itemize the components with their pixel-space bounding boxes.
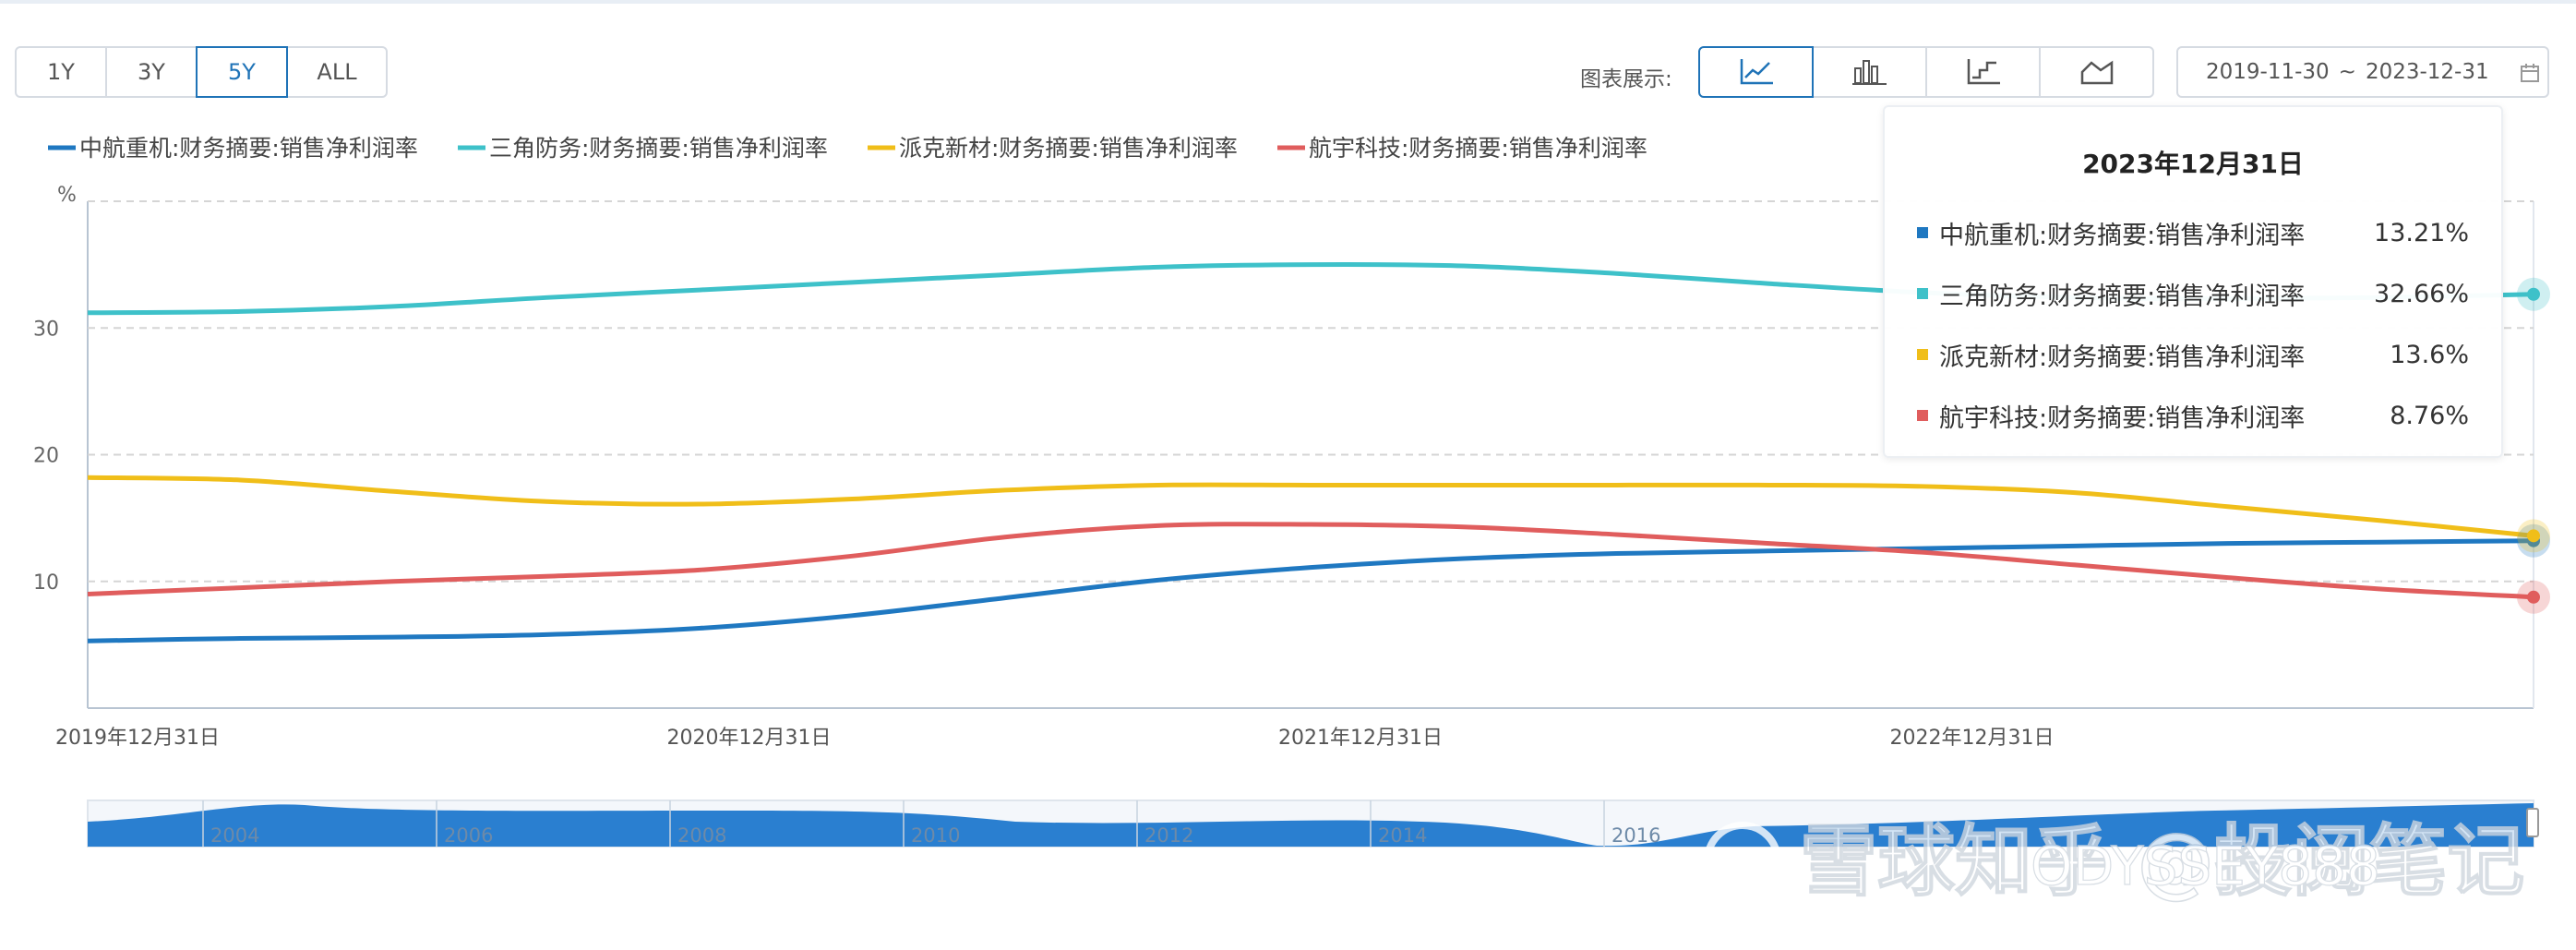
line-chart-icon (1740, 59, 1773, 85)
watermark-logo-icon (1704, 822, 1781, 899)
calendar-icon (2521, 64, 2539, 82)
navigator-handle[interactable] (2526, 808, 2539, 837)
legend-item[interactable]: 三角防务:财务摘要:销售净利润率 (458, 135, 828, 162)
x-tick-label: 2021年12月31日 (1278, 727, 1443, 750)
y-tick-label: 10 (33, 571, 59, 595)
x-tick-label: 2022年12月31日 (1890, 727, 2055, 750)
legend-item[interactable]: 中航重机:财务摘要:销售净利润率 (48, 135, 418, 162)
tooltip-row: 中航重机:财务摘要:销售净利润率 13.21% (1917, 214, 2469, 251)
x-axis-ticks: 2019年12月31日 2020年12月31日 2021年12月31日 2022年12… (55, 727, 2054, 750)
legend-label: 航宇科技:财务摘要:销售净利润率 (1309, 135, 1647, 162)
range-button-1y[interactable]: 1Y (15, 46, 107, 98)
navigator-year-label: 2016 (1611, 824, 1660, 847)
range-button-5y[interactable]: 5Y (196, 46, 288, 98)
range-navigator[interactable]: 2004 2006 2008 2010 2012 2014 2016 (87, 800, 2539, 848)
watermark-text: 雪球知乎 @投阅笔记 (1800, 816, 2524, 907)
navigator-year-label: 2010 (911, 824, 960, 847)
tooltip-series-name: 派克新材:财务摘要:销售净利润率 (1939, 343, 2306, 372)
chart-type-label: 图表展示: (1580, 67, 1672, 91)
navigator-area (88, 803, 2534, 847)
navigator-year-label: 2014 (1378, 824, 1427, 847)
x-tick-label: 2019年12月31日 (55, 727, 220, 750)
date-separator: ~ (2338, 60, 2356, 84)
tooltip-row: 航宇科技:财务摘要:销售净利润率 8.76% (1917, 397, 2469, 434)
navigator-year-label: 2012 (1144, 824, 1193, 847)
watermark-subtext: ODYSSEY888 (2031, 835, 2380, 897)
bar-chart-button[interactable] (1812, 46, 1927, 98)
data-tooltip: 2023年12月31日 中航重机:财务摘要:销售净利润率 13.21% 三角防务:财… (1883, 105, 2503, 458)
series-end-point (2527, 287, 2540, 301)
tooltip-series-value: 13.21% (2374, 218, 2469, 247)
tooltip-series-value: 8.76% (2390, 401, 2469, 430)
area-chart-button[interactable] (2039, 46, 2154, 98)
navigator-year-label: 2008 (677, 824, 726, 847)
tooltip-title: 2023年12月31日 (2082, 149, 2304, 179)
range-button-all[interactable]: ALL (286, 46, 388, 98)
area-chart-icon (2080, 60, 2113, 85)
y-tick-label: 20 (33, 445, 59, 468)
tooltip-color-marker (1917, 288, 1928, 299)
tooltip-series-name: 三角防务:财务摘要:销售净利润率 (1939, 282, 2306, 311)
legend-item[interactable]: 派克新材:财务摘要:销售净利润率 (868, 135, 1238, 162)
series-end-point (2527, 529, 2540, 543)
date-end: 2023-12-31 (2365, 60, 2489, 84)
tooltip-color-marker (1917, 227, 1928, 238)
date-range-picker[interactable]: 2019-11-30 ~ 2023-12-31 (2176, 46, 2549, 98)
tooltip-series-value: 32.66% (2374, 279, 2469, 308)
top-divider (0, 0, 2576, 4)
legend-item[interactable]: 航宇科技:财务摘要:销售净利润率 (1277, 135, 1647, 162)
navigator-year-label: 2004 (210, 824, 259, 847)
series-line (87, 538, 2534, 643)
legend-label: 中航重机:财务摘要:销售净利润率 (79, 135, 418, 162)
series-end-point (2527, 590, 2540, 604)
time-range-selector: 1Y 3Y 5Y ALL (15, 46, 388, 98)
series-line (87, 475, 2534, 538)
y-tick-label: 30 (33, 318, 59, 341)
legend: 中航重机:财务摘要:销售净利润率 三角防务:财务摘要:销售净利润率 派克新材:财务摘… (48, 135, 1647, 162)
watermark: 雪球知乎 @投阅笔记 ODYSSEY888 (1704, 815, 2525, 908)
step-chart-button[interactable] (1925, 46, 2041, 98)
series-end-markers (2517, 277, 2550, 614)
line-chart-button[interactable] (1698, 46, 1814, 98)
date-start: 2019-11-30 (2206, 60, 2330, 84)
tooltip-series-name: 中航重机:财务摘要:销售净利润率 (1939, 221, 2306, 250)
tooltip-series-name: 航宇科技:财务摘要:销售净利润率 (1939, 403, 2306, 433)
chart-type-selector (1698, 46, 2154, 98)
tooltip-color-marker (1917, 349, 1928, 360)
tooltip-row: 三角防务:财务摘要:销售净利润率 32.66% (1917, 275, 2469, 312)
tooltip-series-value: 13.6% (2390, 340, 2469, 369)
y-axis-unit: % (57, 184, 77, 207)
bar-chart-icon (1851, 60, 1887, 85)
grid-lines (87, 200, 2534, 709)
series-line (87, 522, 2534, 600)
legend-label: 派克新材:财务摘要:销售净利润率 (899, 135, 1238, 162)
y-axis-ticks: 10 20 30 (33, 318, 59, 595)
step-chart-icon (1967, 59, 2000, 85)
legend-label: 三角防务:财务摘要:销售净利润率 (489, 135, 828, 162)
x-tick-label: 2020年12月31日 (667, 727, 832, 750)
tooltip-color-marker (1917, 410, 1928, 421)
navigator-year-label: 2006 (444, 824, 493, 847)
tooltip-row: 派克新材:财务摘要:销售净利润率 13.6% (1917, 336, 2469, 373)
